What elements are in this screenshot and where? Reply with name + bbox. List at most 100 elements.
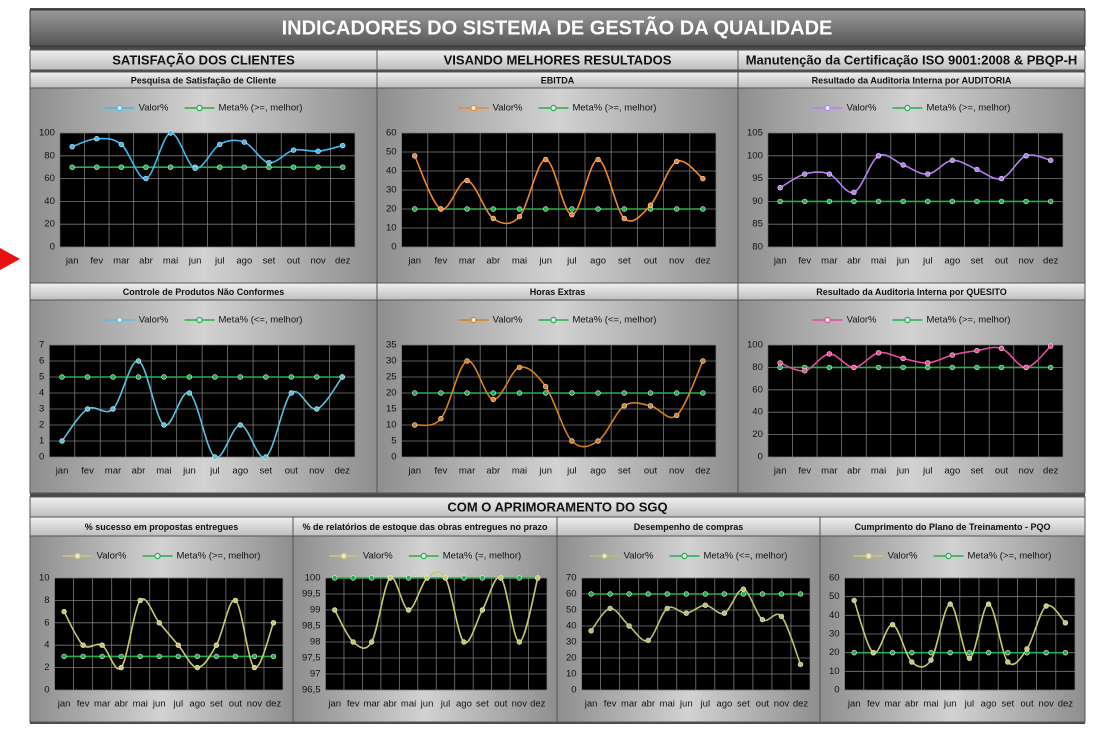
chart-title: Controle de Produtos Não Conformes — [123, 287, 285, 297]
y-tick-label: 5 — [39, 372, 44, 383]
y-tick-label: 60 — [829, 573, 840, 584]
x-tick-label: fev — [604, 699, 617, 710]
x-tick-label: nov — [774, 699, 790, 710]
series-marker — [966, 655, 973, 661]
x-tick-label: set — [971, 466, 984, 477]
series-marker — [595, 206, 601, 212]
y-tick-label: 0 — [834, 685, 839, 696]
series-marker — [702, 591, 709, 597]
series-marker — [69, 143, 75, 150]
x-tick-label: jun — [538, 256, 552, 267]
x-tick-label: dez — [1058, 699, 1074, 710]
x-tick-label: jun — [538, 466, 552, 477]
legend-marker — [550, 316, 557, 324]
series-marker — [700, 206, 706, 212]
series-marker — [94, 136, 100, 142]
series-marker — [479, 575, 486, 581]
y-tick-label: 98 — [310, 637, 321, 648]
series-marker — [647, 390, 654, 396]
x-tick-label: jul — [964, 699, 975, 710]
y-tick-label: 0 — [391, 452, 396, 463]
x-tick-label: jan — [55, 466, 69, 477]
x-tick-label: jun — [188, 256, 202, 267]
series-marker — [232, 653, 239, 660]
x-tick-label: out — [494, 699, 508, 710]
series-marker — [315, 164, 321, 170]
series-marker — [535, 575, 541, 581]
series-marker — [339, 374, 345, 380]
x-tick-label: dez — [335, 256, 351, 267]
y-tick-label: 90 — [752, 196, 763, 207]
series-marker — [645, 591, 651, 597]
x-tick-label: fev — [77, 699, 90, 710]
series-marker — [61, 653, 67, 660]
x-tick-label: jan — [584, 699, 598, 710]
x-tick-label: set — [618, 466, 631, 477]
series-marker — [621, 403, 627, 409]
series-marker — [442, 575, 449, 581]
series-marker — [490, 396, 496, 403]
x-tick-label: nov — [247, 699, 263, 710]
y-tick-label: 10 — [386, 223, 397, 234]
x-tick-label: nov — [1018, 256, 1034, 267]
x-tick-label: nov — [512, 699, 528, 710]
series-marker — [332, 607, 338, 613]
legend-marker — [865, 552, 872, 560]
series-marker — [664, 605, 670, 612]
series-marker — [900, 364, 906, 371]
y-tick-label: 85 — [752, 219, 763, 230]
series-marker — [175, 653, 182, 660]
series-marker — [875, 153, 882, 159]
legend-marker — [116, 104, 123, 112]
y-tick-label: 8 — [44, 595, 49, 606]
series-marker — [350, 639, 356, 645]
legend-marker — [601, 552, 608, 560]
x-tick-label: mai — [871, 256, 886, 267]
x-tick-label: jul — [566, 466, 577, 477]
chart-title: Cumprimento do Plano de Treinamento - PQ… — [854, 522, 1050, 532]
chart-title: % sucesso em propostas entregues — [85, 522, 239, 532]
series-marker — [621, 215, 627, 222]
x-tick-label: jul — [922, 256, 933, 267]
chart-title: % de relatórios de estoque das obras ent… — [302, 522, 548, 532]
legend-label: Valor% — [847, 315, 877, 326]
chart: % de relatórios de estoque das obras ent… — [292, 516, 558, 723]
series-marker — [490, 215, 496, 222]
series-marker — [645, 637, 651, 644]
x-tick-label: abr — [383, 699, 397, 710]
x-tick-label: jun — [896, 256, 910, 267]
x-tick-label: jul — [214, 256, 225, 267]
series-marker — [626, 623, 632, 629]
series-marker — [438, 415, 444, 422]
x-tick-label: dez — [266, 699, 282, 710]
y-tick-label: 98,5 — [302, 621, 321, 632]
legend-marker — [904, 316, 911, 324]
series-marker — [673, 412, 680, 419]
x-tick-label: set — [971, 256, 984, 267]
series-marker — [974, 198, 980, 205]
x-tick-label: mar — [459, 256, 475, 267]
series-marker — [290, 147, 297, 153]
legend-marker — [196, 104, 203, 112]
series-marker — [232, 597, 239, 604]
x-tick-label: jan — [327, 699, 341, 710]
series-marker — [683, 610, 689, 616]
y-tick-label: 0 — [44, 685, 49, 696]
chart-title: Resultado da Auditoria Interna por QUESI… — [816, 287, 1007, 297]
x-tick-label: mar — [363, 699, 379, 710]
series-marker — [569, 206, 575, 212]
series-marker — [498, 575, 504, 581]
series-marker — [1023, 364, 1029, 371]
series-marker — [118, 653, 124, 660]
legend-label: Valor% — [363, 551, 393, 562]
series-marker — [998, 345, 1005, 352]
series-marker — [1043, 603, 1049, 609]
x-tick-label: abr — [132, 466, 146, 477]
x-tick-label: ago — [236, 256, 252, 267]
series-marker — [740, 586, 747, 592]
series-marker — [998, 175, 1005, 182]
series-marker — [516, 364, 523, 371]
series-marker — [777, 360, 783, 366]
y-tick-label: 30 — [566, 637, 577, 648]
legend-label: Meta% (>=, melhor) — [572, 103, 656, 114]
